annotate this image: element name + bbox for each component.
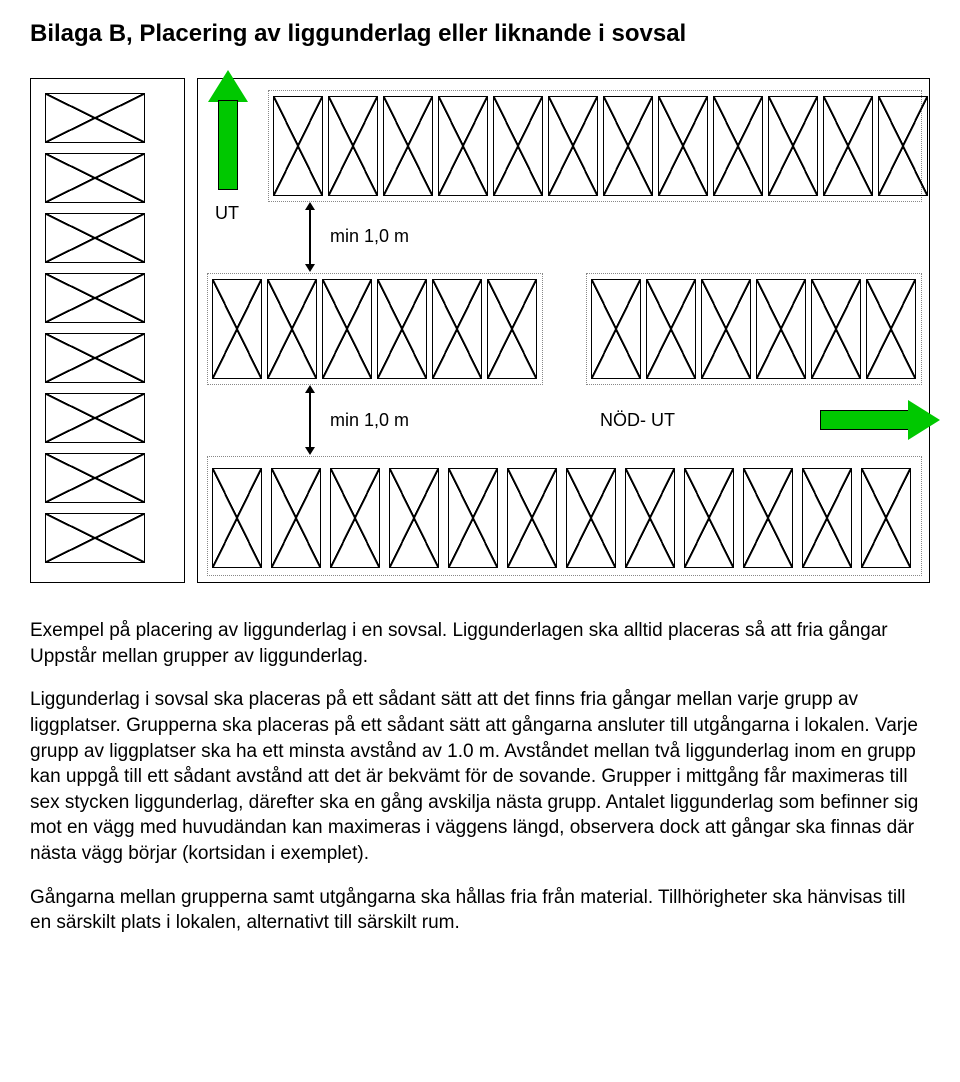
bed (493, 96, 543, 196)
dimension-1 (305, 202, 315, 272)
bed (625, 468, 675, 568)
left-bed-column (45, 93, 145, 563)
paragraph-2: Liggunderlag i sovsal ska placeras på et… (30, 687, 930, 866)
bed (45, 273, 145, 323)
bed (507, 468, 557, 568)
bed (377, 279, 427, 379)
bed (861, 468, 911, 568)
bed (45, 453, 145, 503)
bed (646, 279, 696, 379)
bed (878, 96, 928, 196)
bed (45, 333, 145, 383)
page-title: Bilaga B, Placering av liggunderlag elle… (30, 20, 930, 48)
mid-left-bed-row (212, 279, 537, 379)
bed (328, 96, 378, 196)
bed (448, 468, 498, 568)
bed (548, 96, 598, 196)
bed (212, 468, 262, 568)
bed (566, 468, 616, 568)
bottom-bed-row (212, 468, 911, 568)
bed (45, 213, 145, 263)
min-label-1: min 1,0 m (330, 226, 409, 247)
bed (212, 279, 262, 379)
body-text: Exempel på placering av liggunderlag i e… (30, 618, 930, 936)
bed (811, 279, 861, 379)
bed (45, 513, 145, 563)
bed (768, 96, 818, 196)
bed (271, 468, 321, 568)
bed (389, 468, 439, 568)
bed (267, 279, 317, 379)
bed (658, 96, 708, 196)
bed (802, 468, 852, 568)
min-label-2: min 1,0 m (330, 410, 409, 431)
bed (591, 279, 641, 379)
bed (701, 279, 751, 379)
bed (322, 279, 372, 379)
emergency-exit-arrow (820, 400, 940, 440)
floor-plan-diagram: UT min 1,0 m (30, 78, 930, 598)
dimension-2 (305, 385, 315, 455)
bed (383, 96, 433, 196)
bed (866, 279, 916, 379)
paragraph-1: Exempel på placering av liggunderlag i e… (30, 618, 930, 669)
bed (45, 93, 145, 143)
bed (487, 279, 537, 379)
bed (432, 279, 482, 379)
bed (273, 96, 323, 196)
top-bed-row (273, 96, 928, 196)
bed (743, 468, 793, 568)
paragraph-3: Gångarna mellan grupperna samt utgångarn… (30, 885, 930, 936)
bed (45, 393, 145, 443)
bed (603, 96, 653, 196)
bed (330, 468, 380, 568)
bed (713, 96, 763, 196)
mid-right-bed-row (591, 279, 916, 379)
bed (438, 96, 488, 196)
ut-label: UT (215, 203, 239, 224)
nod-ut-label: NÖD- UT (600, 410, 675, 431)
exit-arrow-up (208, 70, 248, 190)
bed (45, 153, 145, 203)
bed (823, 96, 873, 196)
bed (756, 279, 806, 379)
bed (684, 468, 734, 568)
